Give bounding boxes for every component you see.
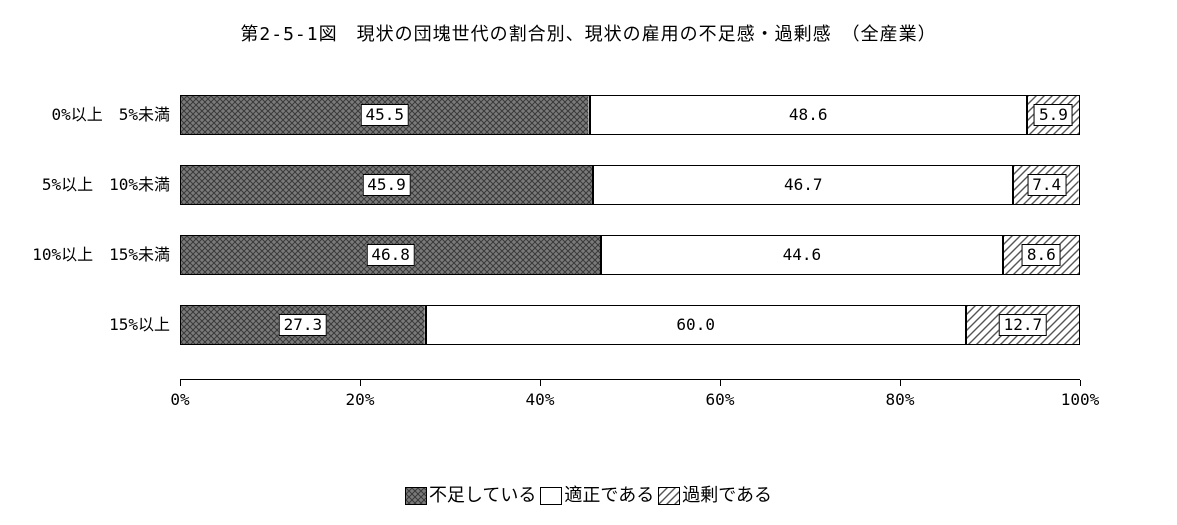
y-axis-label: 15%以上	[0, 305, 170, 345]
bar-segment: 46.7	[593, 165, 1013, 205]
value-label: 27.3	[279, 314, 328, 336]
legend-swatch	[540, 487, 562, 505]
bar-segment: 60.0	[426, 305, 966, 345]
x-tick	[360, 380, 361, 386]
bar-segment: 5.9	[1027, 95, 1080, 135]
x-tick	[900, 380, 901, 386]
chart-title: 第2-5-1図 現状の団塊世代の割合別、現状の雇用の不足感・過剰感 （全産業）	[0, 0, 1177, 46]
bar-row: 10%以上 15%未満46.844.68.6	[180, 235, 1080, 275]
value-label: 12.7	[999, 314, 1048, 336]
bar-segment: 48.6	[590, 95, 1027, 135]
legend-item: 過剰である	[658, 481, 772, 507]
bar-segment: 7.4	[1013, 165, 1080, 205]
legend-item: 不足している	[405, 481, 536, 507]
value-label: 48.6	[789, 105, 828, 125]
value-label: 46.7	[784, 175, 823, 195]
value-label: 60.0	[676, 315, 715, 335]
bar-segment: 44.6	[601, 235, 1002, 275]
x-tick-label: 20%	[346, 390, 375, 409]
value-label: 46.8	[366, 244, 415, 266]
legend-swatch	[405, 487, 427, 505]
x-tick-label: 40%	[526, 390, 555, 409]
bar-segment: 12.7	[966, 305, 1080, 345]
x-tick	[180, 380, 181, 386]
value-label: 7.4	[1027, 174, 1066, 196]
x-tick-label: 60%	[706, 390, 735, 409]
legend-label: 適正である	[564, 485, 654, 506]
value-label: 8.6	[1022, 244, 1061, 266]
x-tick-label: 100%	[1061, 390, 1100, 409]
bar-segment: 45.9	[180, 165, 593, 205]
legend-item: 適正である	[540, 481, 654, 507]
legend-swatch	[658, 487, 680, 505]
legend-label: 過剰である	[682, 485, 772, 506]
x-tick	[1080, 380, 1081, 386]
value-label: 44.6	[783, 245, 822, 265]
bar-segment: 27.3	[180, 305, 426, 345]
value-label: 45.9	[362, 174, 411, 196]
bar-row: 0%以上 5%未満45.548.65.9	[180, 95, 1080, 135]
chart-area: 0%以上 5%未満45.548.65.95%以上 10%未満45.946.77.…	[180, 80, 1080, 420]
plot: 0%以上 5%未満45.548.65.95%以上 10%未満45.946.77.…	[180, 80, 1080, 380]
y-axis-label: 10%以上 15%未満	[0, 235, 170, 275]
y-axis-label: 0%以上 5%未満	[0, 95, 170, 135]
x-tick-label: 0%	[170, 390, 189, 409]
bar-segment: 45.5	[180, 95, 590, 135]
bar-row: 15%以上27.360.012.7	[180, 305, 1080, 345]
x-tick	[540, 380, 541, 386]
x-tick-label: 80%	[886, 390, 915, 409]
legend: 不足している 適正である 過剰である	[0, 481, 1177, 507]
value-label: 5.9	[1034, 104, 1073, 126]
bar-segment: 8.6	[1003, 235, 1080, 275]
bar-row: 5%以上 10%未満45.946.77.4	[180, 165, 1080, 205]
value-label: 45.5	[360, 104, 409, 126]
legend-label: 不足している	[429, 485, 536, 506]
bar-segment: 46.8	[180, 235, 601, 275]
x-tick	[720, 380, 721, 386]
y-axis-label: 5%以上 10%未満	[0, 165, 170, 205]
